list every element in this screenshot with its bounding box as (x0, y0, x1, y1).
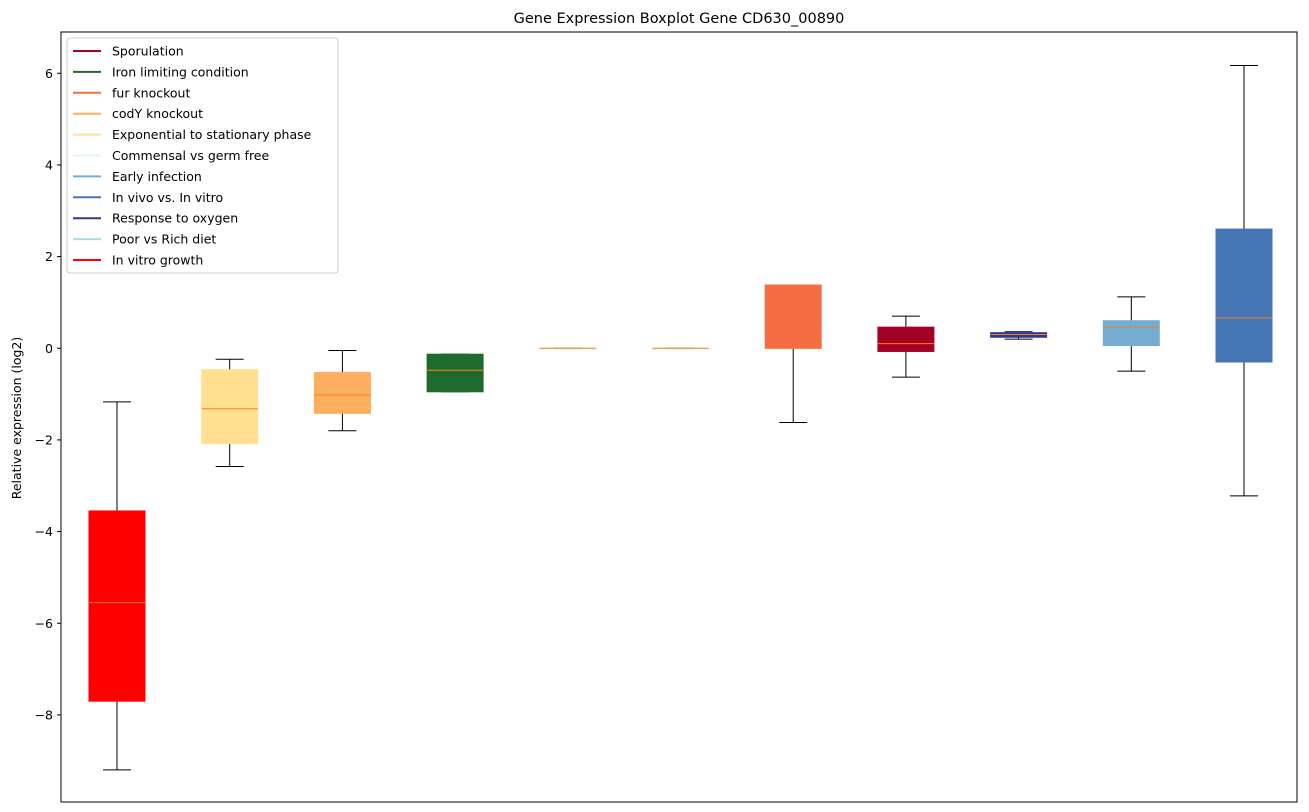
legend-label: Early infection (112, 169, 202, 184)
legend-label: Poor vs Rich diet (112, 232, 216, 247)
box-2 (201, 358, 259, 467)
plot-frame (60, 31, 1298, 803)
box-body (88, 510, 146, 702)
box-body (426, 353, 484, 393)
box-body (1102, 320, 1160, 346)
box-3 (313, 350, 371, 432)
y-tick-label: −8 (35, 707, 53, 722)
box-11 (1215, 64, 1273, 497)
box-10 (1102, 296, 1160, 372)
legend-label: Sporulation (112, 44, 184, 59)
y-tick-label: 0 (45, 341, 53, 356)
legend-label: In vitro growth (112, 253, 203, 268)
legend: Sporulation Iron limiting condition fur kn… (66, 37, 339, 274)
legend-label: Iron limiting condition (112, 64, 249, 79)
legend-label: Exponential to stationary phase (112, 127, 312, 142)
y-axis: −8 −6 −4 −2 0 2 4 6 (35, 66, 61, 722)
box-4 (426, 353, 484, 393)
box-body (201, 369, 259, 445)
legend-label: In vivo vs. In vitro (112, 190, 223, 205)
box-body (1215, 228, 1273, 363)
box-body (313, 372, 371, 414)
box-6 (652, 347, 709, 350)
box-7 (764, 284, 822, 423)
chart-title: Gene Expression Boxplot Gene CD630_00890 (514, 11, 845, 27)
legend-label: fur knockout (112, 85, 190, 100)
y-tick-label: 4 (45, 157, 53, 172)
y-tick-label: −6 (35, 616, 53, 631)
box-8 (877, 315, 935, 378)
y-tick-label: 6 (45, 66, 53, 81)
boxes-layer (88, 64, 1273, 771)
y-tick-label: −4 (35, 524, 53, 539)
y-tick-label: −2 (35, 432, 53, 447)
box-5 (539, 347, 597, 350)
legend-label: Response to oxygen (112, 211, 238, 226)
y-tick-label: 2 (45, 249, 53, 264)
box-body (877, 326, 935, 352)
legend-label: Commensal vs germ free (112, 148, 269, 163)
legend-label: codY knockout (112, 106, 203, 121)
box-1 (88, 401, 146, 771)
y-axis-label: Relative expression (log2) (9, 337, 24, 500)
box-body (764, 284, 822, 349)
box-9 (990, 331, 1048, 340)
legend-box (66, 37, 339, 274)
